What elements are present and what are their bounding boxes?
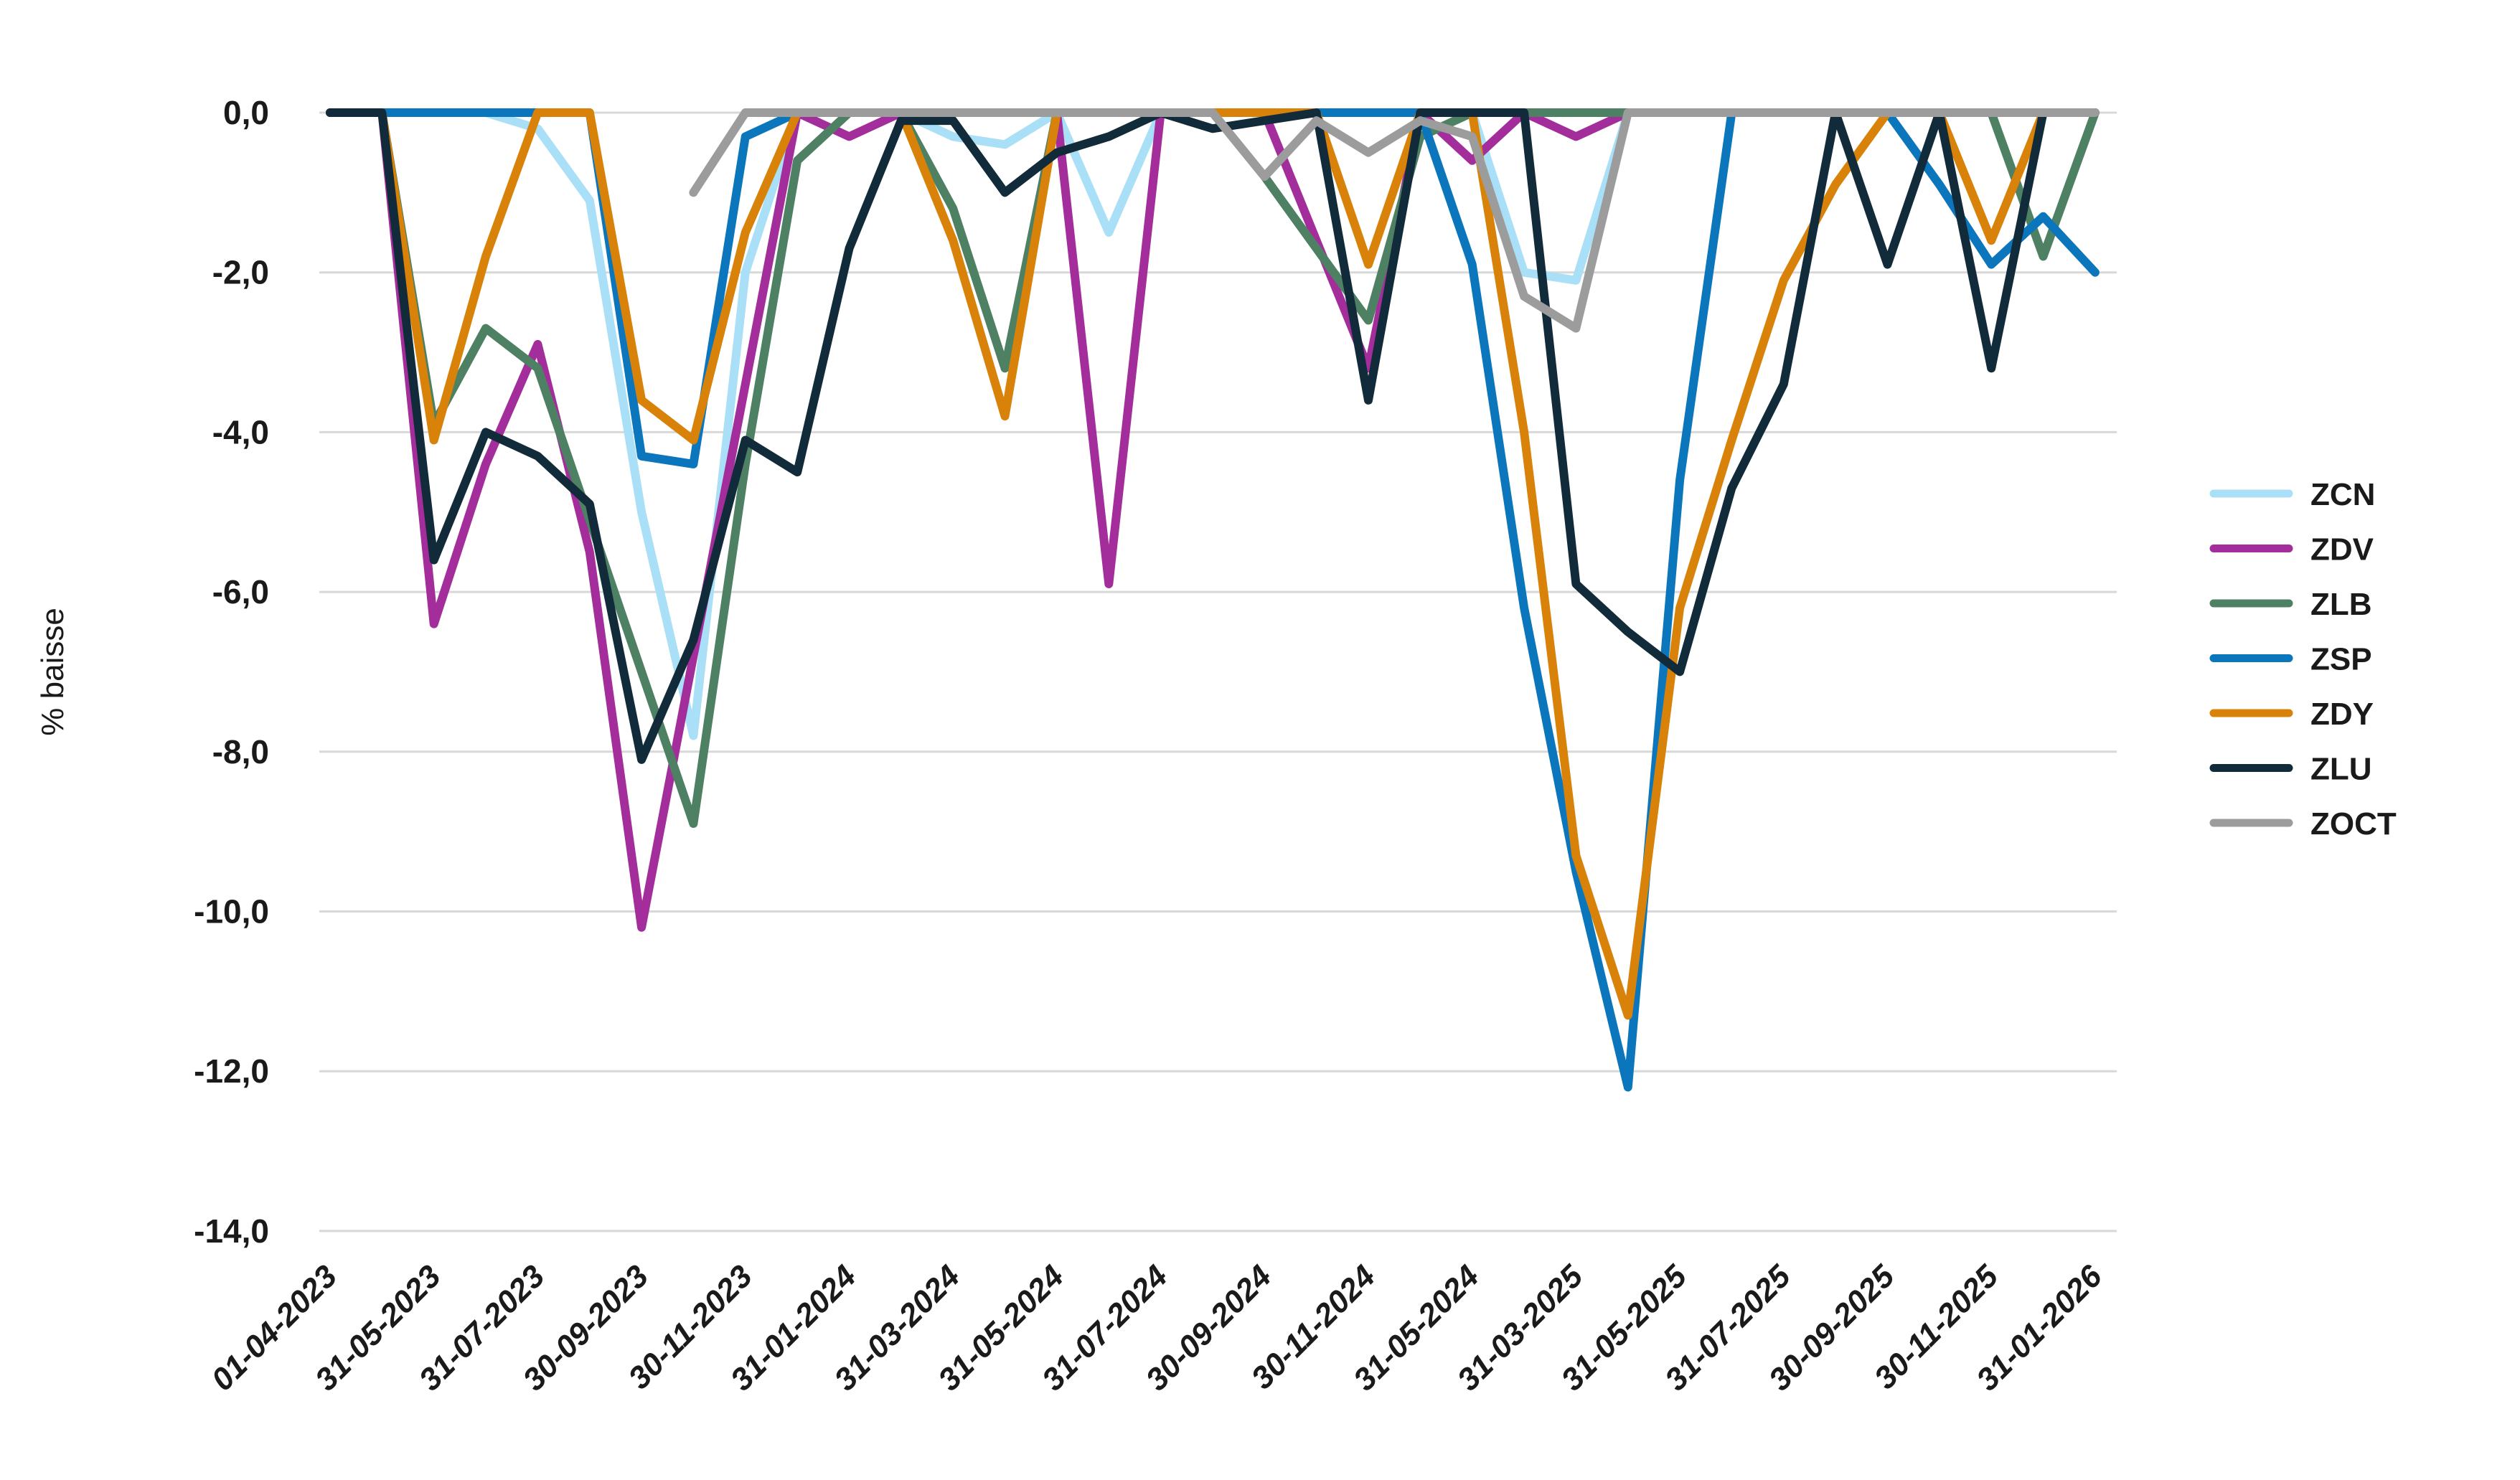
legend-label-zlu: ZLU — [2310, 752, 2372, 787]
legend-label-zdv: ZDV — [2310, 532, 2374, 567]
y-axis-tick-label: 0,0 — [223, 94, 269, 131]
legend-label-zdy: ZDY — [2310, 697, 2374, 732]
y-axis-tick-label: -4,0 — [212, 413, 269, 451]
series-line-zcn — [326, 108, 2100, 740]
legend-label-zcn: ZCN — [2310, 477, 2375, 512]
series-line-zoct — [689, 108, 2100, 333]
legend-label-zlb: ZLB — [2310, 587, 2372, 622]
series-line-zlu — [326, 108, 2100, 764]
y-axis-title: % baisse — [35, 608, 70, 736]
y-axis-tick-label: -10,0 — [194, 893, 269, 930]
legend-label-zsp: ZSP — [2310, 642, 2372, 677]
y-axis-tick-label: -14,0 — [194, 1212, 269, 1250]
y-axis-tick-label: -12,0 — [194, 1052, 269, 1090]
y-axis-tick-label: -2,0 — [212, 254, 269, 291]
y-axis-tick-label: -8,0 — [212, 733, 269, 770]
legend-label-zoct: ZOCT — [2310, 806, 2397, 842]
y-axis-tick-label: -6,0 — [212, 573, 269, 611]
